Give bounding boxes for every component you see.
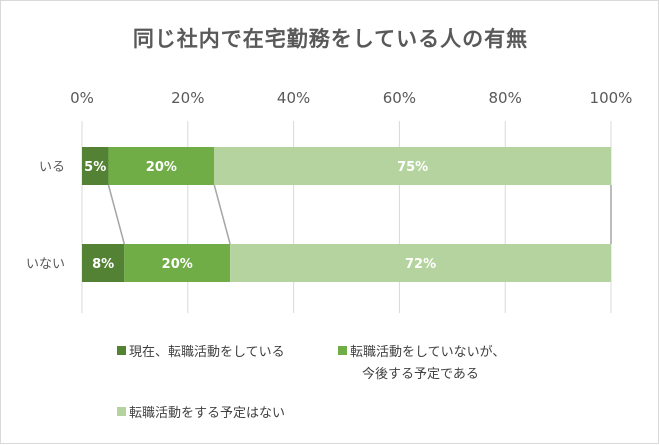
category-label: いない (26, 257, 65, 272)
x-tick-label: 20% (171, 89, 204, 107)
data-label: 8% (92, 257, 114, 272)
bar-segment (214, 147, 611, 185)
data-label: 72% (405, 257, 436, 272)
bar-segment (82, 244, 125, 282)
bar-segment (124, 244, 231, 282)
legend-label: 今後する予定である (362, 366, 479, 382)
x-tick-label: 0% (70, 89, 94, 107)
x-tick-label: 80% (489, 89, 522, 107)
x-tick-label: 40% (277, 89, 310, 107)
category-label: いる (39, 160, 65, 175)
legend-label: 現在、転職活動をしている (129, 345, 285, 360)
series-connector-line (213, 184, 231, 245)
x-tick-label: 60% (383, 89, 416, 107)
x-tick-label: 100% (590, 89, 633, 107)
data-label: 5% (84, 160, 106, 175)
bar-segment (108, 147, 215, 185)
bar-segment (230, 244, 611, 282)
legend-label: 転職活動をしていないが、 (350, 345, 505, 360)
data-label: 75% (397, 160, 428, 175)
series-connector-line (107, 184, 126, 245)
legend-swatch (117, 407, 126, 416)
bar-segment (82, 147, 109, 185)
legend-swatch (338, 346, 347, 355)
data-label: 20% (146, 160, 177, 175)
legend-label: 転職活動をする予定はない (129, 406, 285, 421)
data-label: 20% (162, 257, 193, 272)
chart-title: 同じ社内で在宅勤務をしている人の有無 (132, 27, 529, 51)
legend-swatch (117, 346, 126, 355)
